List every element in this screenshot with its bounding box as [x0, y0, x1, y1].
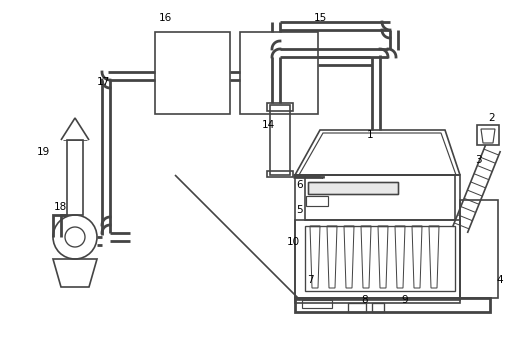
Bar: [304, 175, 454, 220]
Bar: [240, 32, 318, 114]
Bar: [304, 226, 454, 291]
Bar: [347, 303, 365, 312]
Bar: [459, 200, 497, 298]
Text: 2: 2: [488, 113, 494, 123]
Text: 15: 15: [313, 13, 326, 23]
Bar: [267, 103, 293, 111]
Text: 9: 9: [401, 295, 408, 305]
Bar: [294, 220, 459, 298]
Bar: [301, 300, 331, 308]
Text: 6: 6: [296, 180, 303, 190]
Bar: [294, 298, 489, 312]
Text: 19: 19: [36, 147, 49, 157]
Text: 4: 4: [496, 275, 502, 285]
Text: 3: 3: [474, 155, 480, 165]
Bar: [155, 32, 230, 114]
Text: 14: 14: [261, 120, 274, 130]
Bar: [269, 105, 290, 175]
Text: 16: 16: [158, 13, 172, 23]
Bar: [267, 171, 293, 177]
Text: 17: 17: [96, 77, 109, 87]
Bar: [305, 196, 327, 206]
Text: 5: 5: [296, 205, 303, 215]
Bar: [67, 140, 83, 215]
Text: 10: 10: [286, 237, 299, 247]
Bar: [294, 175, 459, 300]
Bar: [294, 298, 459, 303]
Bar: [307, 182, 397, 194]
Text: 1: 1: [366, 130, 373, 140]
Text: 18: 18: [53, 202, 67, 212]
Text: 7: 7: [306, 275, 313, 285]
Text: 8: 8: [361, 295, 367, 305]
Bar: [371, 303, 383, 312]
Bar: [307, 182, 397, 194]
